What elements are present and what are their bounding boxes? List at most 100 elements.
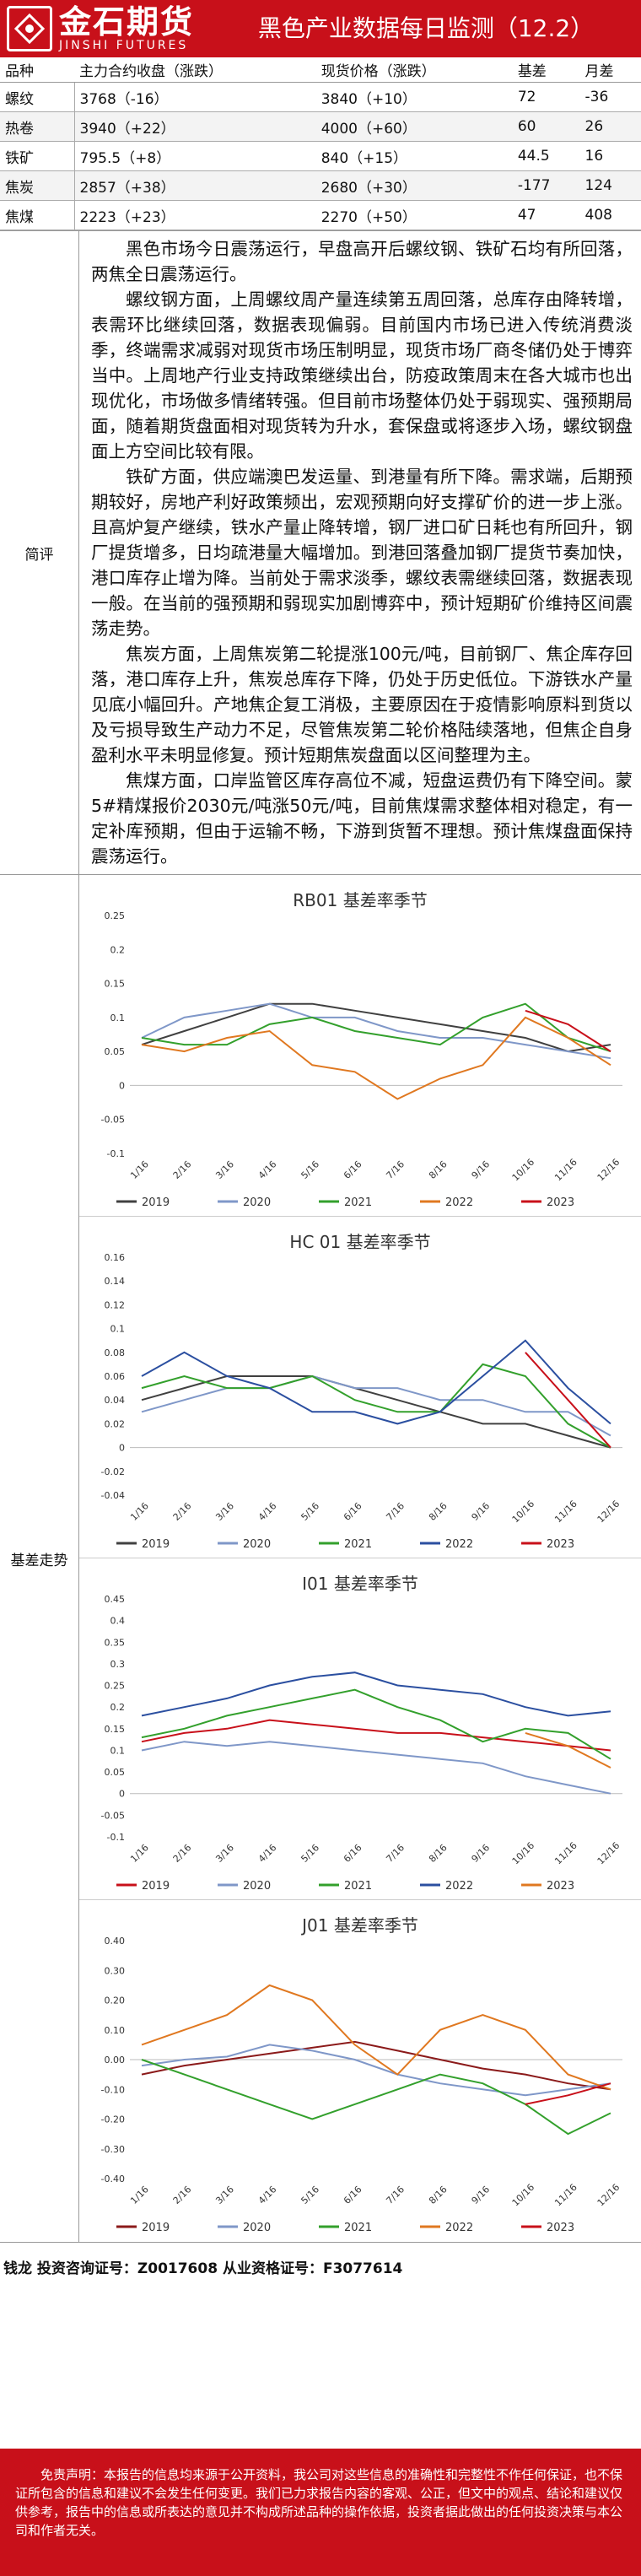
y-tick-label: -0.04 [101, 1490, 125, 1501]
y-tick-label: 0.05 [105, 1046, 126, 1057]
company-logo: 金石期货 JINSHI FUTURES [0, 0, 211, 57]
table-cell: 124 [579, 170, 641, 201]
legend-label: 2022 [445, 1196, 473, 1209]
y-tick-label: 0.06 [105, 1371, 126, 1382]
legend-label: 2022 [445, 1538, 473, 1551]
x-tick-label: 5/16 [299, 1500, 321, 1523]
y-tick-label: 0.30 [105, 1965, 126, 1976]
y-tick-label: 0.15 [105, 1724, 126, 1735]
series-line-2023 [525, 1352, 611, 1449]
y-tick-label: 0.25 [105, 910, 126, 921]
chart-panel: HC 01 基差率季节 -0.04 -0.02 0 0.02 0.04 0.06 0.08 0… [79, 1217, 641, 1558]
legend-label: 2020 [243, 2222, 271, 2234]
analyst-info: 钱龙 投资咨询证号：Z0017608 从业资格证号：F3077614 [3, 2260, 403, 2277]
table-cell: -177 [512, 170, 580, 201]
table-cell: 2223（+23） [74, 200, 316, 230]
y-tick-label: 0 [119, 1789, 125, 1800]
table-cell: 47 [512, 200, 580, 230]
table-row: 铁矿 795.5（+8） 840（+15） 44.5 16 [0, 141, 641, 171]
chart-title: HC 01 基差率季节 [289, 1232, 431, 1252]
x-tick-label: 7/16 [384, 2184, 407, 2206]
brief-section: 简评 黑色市场今日震荡运行，早盘高开后螺纹钢、铁矿石均有所回落，两焦全日震荡运行… [0, 230, 641, 875]
y-tick-label: 0.20 [105, 1995, 126, 2006]
disclaimer-text: 免责声明：本报告的信息均来源于公开资料，我公司对这些信息的准确性和完整性不作任何… [15, 2467, 623, 2538]
series-line-2021 [141, 1688, 611, 1760]
series-line-2022 [141, 1016, 611, 1100]
table-cell: 795.5（+8） [74, 141, 316, 171]
brief-paragraph: 焦炭方面，上周焦炭第二轮提涨100元/吨，目前钢厂、焦企库存回落，港口库存上升，… [91, 644, 633, 765]
table-cell: 焦炭 [0, 170, 75, 201]
table-row: 热卷 3940（+22） 4000（+60） 60 26 [0, 111, 641, 142]
series-line-2023 [525, 1731, 611, 1769]
series-line-2022 [141, 1984, 611, 2091]
logo-name-cn: 金石期货 [59, 3, 195, 41]
series-line-2020 [141, 1002, 611, 1060]
x-tick-label: 1/16 [128, 1158, 151, 1181]
x-tick-label: 8/16 [427, 1842, 450, 1865]
x-tick-label: 4/16 [256, 1500, 279, 1523]
charts-label: 基差走势 [0, 875, 79, 2242]
y-tick-label: 0.1 [110, 1745, 126, 1756]
logo-mark-icon [7, 6, 52, 51]
brief-label: 简评 [0, 231, 79, 874]
disclaimer: 免责声明：本报告的信息均来源于公开资料，我公司对这些信息的准确性和完整性不作任何… [0, 2449, 641, 2576]
y-tick-label: 0.2 [110, 1702, 126, 1713]
y-tick-label: 0.40 [105, 1936, 126, 1947]
table-cell: -36 [579, 82, 641, 112]
y-tick-label: -0.30 [101, 2144, 125, 2155]
x-tick-label: 11/16 [552, 1499, 579, 1526]
y-tick-label: 0.2 [110, 944, 126, 955]
y-tick-label: 0.12 [105, 1299, 126, 1310]
x-tick-label: 10/16 [510, 1499, 537, 1526]
x-tick-label: 7/16 [384, 1500, 407, 1523]
basis-charts-section: 基差走势 RB01 基差率季节 -0.1 -0.05 0 0.05 0.1 0.15 0.2… [0, 875, 641, 2243]
legend-label: 2022 [445, 2222, 473, 2234]
brief-paragraph: 黑色市场今日震荡运行，早盘高开后螺纹钢、铁矿石均有所回落，两焦全日震荡运行。 [91, 239, 633, 284]
table-cell: 3840（+10） [315, 82, 513, 112]
y-tick-label: -0.05 [101, 1115, 125, 1126]
brief-paragraph: 螺纹钢方面，上周螺纹周产量连续第五周回落，总库存由降转增，表需环比继续回落，数据… [91, 289, 633, 462]
legend-label: 2020 [243, 1196, 271, 1209]
legend-label: 2023 [547, 1196, 574, 1209]
x-tick-label: 7/16 [384, 1842, 407, 1865]
legend-label: 2020 [243, 1538, 271, 1551]
x-tick-label: 6/16 [342, 1500, 364, 1523]
x-tick-label: 3/16 [213, 1500, 236, 1523]
x-tick-label: 11/16 [552, 1840, 579, 1867]
x-tick-label: 9/16 [470, 2184, 493, 2206]
y-tick-label: -0.1 [107, 1148, 125, 1159]
series-line-2020 [141, 1741, 611, 1795]
series-line-2023 [525, 2082, 611, 2105]
series-line-2022 [141, 1671, 611, 1717]
y-tick-label: 0.02 [105, 1418, 126, 1429]
y-tick-label: 0 [119, 1443, 125, 1454]
x-tick-label: 1/16 [128, 1842, 151, 1865]
x-tick-label: 9/16 [470, 1500, 493, 1523]
brief-paragraph: 焦煤方面，口岸监管区库存高位不减，短盘运费仍有下降空间。蒙5#精煤报价2030元… [91, 770, 633, 867]
chart-title: RB01 基差率季节 [293, 890, 428, 910]
table-cell: 4000（+60） [315, 111, 513, 142]
x-tick-label: 11/16 [552, 2182, 579, 2209]
x-tick-label: 9/16 [470, 1158, 493, 1181]
x-tick-label: 3/16 [213, 2184, 236, 2206]
table-cell: 铁矿 [0, 141, 75, 171]
x-tick-label: 12/16 [595, 2182, 622, 2209]
y-tick-label: 0.00 [105, 2055, 126, 2066]
table-cell: 螺纹 [0, 82, 75, 112]
series-line-2019 [141, 1719, 611, 1752]
x-tick-label: 4/16 [256, 2184, 279, 2206]
y-tick-label: 0.08 [105, 1347, 126, 1358]
x-tick-label: 2/16 [171, 1842, 194, 1865]
x-tick-label: 5/16 [299, 1842, 321, 1865]
y-tick-label: 0.3 [110, 1659, 126, 1670]
x-tick-label: 10/16 [510, 1840, 537, 1867]
y-tick-label: 0.14 [105, 1276, 126, 1287]
col-header: 月差 [579, 57, 641, 83]
x-tick-label: 10/16 [510, 2182, 537, 2209]
table-cell: 408 [579, 200, 641, 230]
x-tick-label: 10/16 [510, 1157, 537, 1184]
chart-j01: -0.40 -0.30 -0.20 -0.10 0.00 0.10 0.20 0.30 0.40… [101, 1936, 622, 2234]
series-line-2020 [141, 1374, 611, 1437]
series-line-2023 [525, 1009, 611, 1052]
x-tick-label: 12/16 [595, 1840, 622, 1867]
